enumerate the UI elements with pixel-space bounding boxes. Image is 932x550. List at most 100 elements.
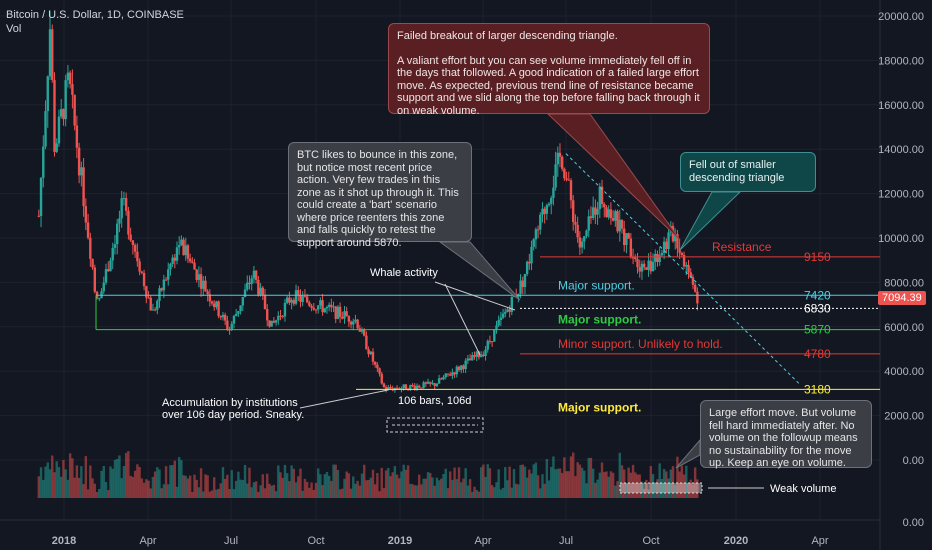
candle-body <box>177 245 181 248</box>
volume-bar <box>651 474 655 498</box>
volume-bar <box>623 469 626 498</box>
candle-body <box>552 187 555 198</box>
volume-bar <box>204 474 207 498</box>
note-smaller-triangle: Fell out of smaller descending triangle <box>680 152 816 192</box>
volume-bar <box>160 488 163 498</box>
candle-body <box>371 351 375 362</box>
candle-body <box>345 311 348 317</box>
volume-bar <box>389 476 392 498</box>
candle-body <box>57 116 61 144</box>
level-value-label: 4780 <box>804 347 831 361</box>
candle-body <box>508 309 511 312</box>
candle-body <box>118 218 121 224</box>
candle-body <box>583 236 586 242</box>
x-tick-label: Oct <box>642 535 659 547</box>
y-tick-label: 10000.00 <box>878 233 924 245</box>
volume-bar <box>554 469 557 498</box>
volume-bar <box>149 488 152 498</box>
candle-body <box>587 216 590 231</box>
candle-body <box>649 260 653 272</box>
candle-body <box>93 267 96 292</box>
candle-body <box>634 257 637 259</box>
volume-bar <box>323 474 326 498</box>
candle-body <box>501 313 505 318</box>
candle-body <box>525 261 529 275</box>
candle-body <box>120 198 123 219</box>
candle-body <box>308 302 311 306</box>
volume-bar <box>589 457 593 498</box>
candle-body <box>223 314 227 321</box>
candle-body <box>367 349 370 355</box>
candle-body <box>497 320 500 326</box>
chart-annotations: Whale activity Accumulation by institutio… <box>162 113 836 495</box>
candle-body <box>164 279 168 281</box>
volume-bar <box>158 469 161 498</box>
candle-body <box>384 387 388 391</box>
candle-body <box>124 198 128 211</box>
volume-bar <box>519 465 522 498</box>
candle-body <box>616 211 619 232</box>
candle-body <box>378 368 381 374</box>
volume-bar <box>636 474 639 498</box>
volume-bar <box>133 470 137 498</box>
y-tick-label: 8000.00 <box>884 277 924 289</box>
volume-bar <box>413 485 416 498</box>
candle-body <box>656 253 659 263</box>
candle-body <box>376 364 379 369</box>
volume-bar <box>288 481 291 498</box>
volume-bar <box>448 471 452 498</box>
candle-body <box>75 125 79 148</box>
volume-bar <box>563 457 566 498</box>
volume-bar <box>186 478 190 498</box>
candle-body <box>323 308 326 313</box>
volume-bar <box>658 463 661 498</box>
candle-body <box>60 109 63 117</box>
volume-bar <box>180 460 183 498</box>
candle-body <box>272 320 276 323</box>
volume-bar <box>574 476 577 498</box>
candle-body <box>142 272 146 287</box>
volume-bar <box>171 465 174 498</box>
candle-body <box>136 251 139 262</box>
candle-body <box>387 387 390 391</box>
volume-bar <box>299 468 302 498</box>
candle-body <box>596 208 599 215</box>
candle-body <box>680 252 684 256</box>
candle-body <box>589 216 593 219</box>
x-tick-label: Apr <box>811 535 828 547</box>
volume-bar <box>393 466 397 498</box>
volume-bar <box>508 466 511 498</box>
volume-bar <box>446 488 450 498</box>
candle-body <box>213 303 216 308</box>
volume-bar <box>73 477 76 498</box>
volume-bar <box>156 467 159 498</box>
volume-bar <box>199 468 203 498</box>
candle-body <box>380 373 383 384</box>
candle-body <box>104 269 108 283</box>
volume-bar <box>460 482 463 498</box>
volume-bar <box>471 491 474 498</box>
candle-body <box>499 317 503 321</box>
y-tick-label: 2000.00 <box>884 411 924 423</box>
candle-body <box>556 152 559 165</box>
candle-body <box>215 301 218 308</box>
volume-bar <box>84 456 88 498</box>
volume-bar <box>319 474 322 498</box>
candle-body <box>426 381 430 384</box>
volume-bar <box>217 488 220 498</box>
volume-bar <box>82 484 85 498</box>
candle-body <box>283 302 287 317</box>
candle-body <box>341 316 344 319</box>
candle-body <box>68 72 72 85</box>
volume-bar <box>466 485 470 498</box>
candle-body <box>37 215 40 217</box>
volume-bar <box>406 465 410 498</box>
volume-bar <box>195 479 198 498</box>
candle-body <box>332 306 335 308</box>
candle-body <box>292 299 296 304</box>
volume-bar <box>62 459 65 498</box>
candle-body <box>536 229 540 231</box>
y-tick-label: 4000.00 <box>884 366 924 378</box>
volume-bar <box>486 464 489 498</box>
